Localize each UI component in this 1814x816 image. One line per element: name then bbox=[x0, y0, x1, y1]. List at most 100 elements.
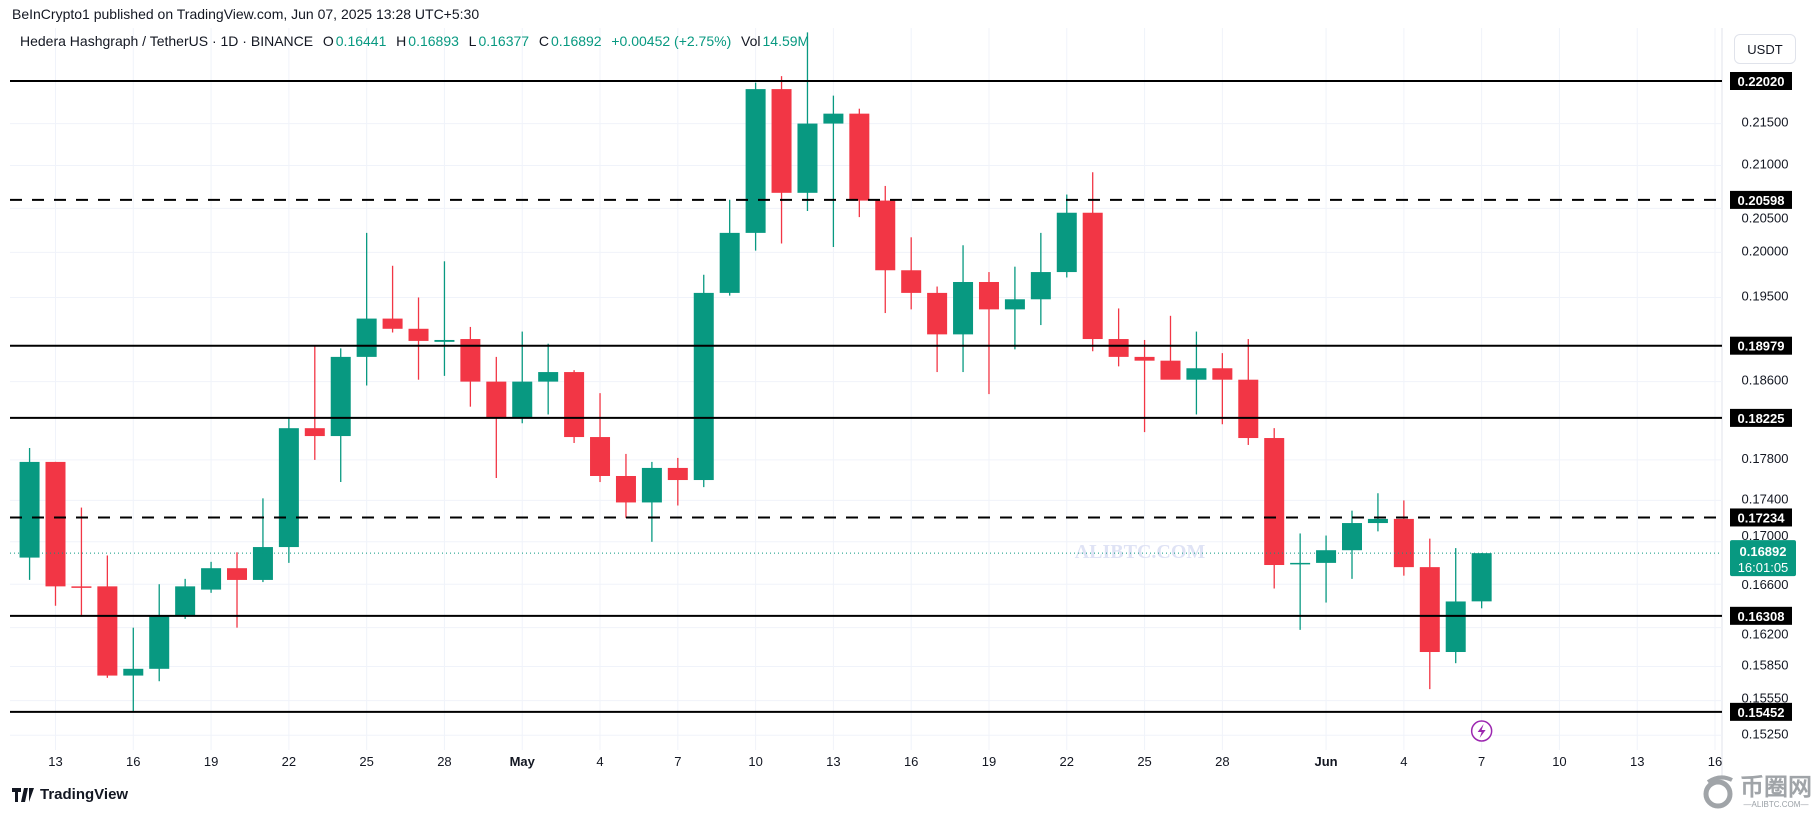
level-label: 0.18225 bbox=[1738, 411, 1785, 426]
high-value: 0.16893 bbox=[408, 33, 459, 49]
candle-bearish bbox=[1108, 339, 1129, 357]
level-label-bg bbox=[1730, 606, 1792, 625]
low-value: 0.16377 bbox=[478, 33, 530, 49]
currency-button[interactable]: USDT bbox=[1734, 34, 1796, 64]
candle-bearish bbox=[1238, 379, 1259, 439]
candle-bearish bbox=[849, 113, 870, 201]
candle-bullish bbox=[356, 318, 377, 357]
candle-bearish bbox=[97, 586, 118, 676]
countdown-timer: 16:01:05 bbox=[1738, 560, 1789, 575]
candle-bullish bbox=[149, 615, 170, 669]
level-label-bg bbox=[1730, 336, 1792, 355]
y-tick-label: 0.20000 bbox=[1742, 243, 1789, 258]
last-price-badge bbox=[1730, 540, 1796, 577]
x-tick-label: 25 bbox=[1137, 754, 1151, 769]
level-label: 0.15452 bbox=[1738, 705, 1785, 720]
candle-bearish bbox=[460, 339, 481, 382]
alibtc-cn: 币圈网 bbox=[1740, 773, 1812, 801]
candle-bearish bbox=[771, 89, 792, 193]
x-tick-label: 4 bbox=[1400, 754, 1407, 769]
candle-bearish bbox=[408, 328, 429, 341]
low-label: L bbox=[468, 33, 477, 49]
symbol-title[interactable]: Hedera Hashgraph / TetherUS · 1D · BINAN… bbox=[20, 33, 314, 49]
level-label: 0.18979 bbox=[1738, 339, 1785, 354]
candle-bullish bbox=[693, 292, 714, 481]
candle-bullish bbox=[1056, 212, 1077, 273]
lightning-glyph bbox=[1477, 724, 1486, 738]
candle-bullish bbox=[175, 586, 196, 616]
x-tick-label: 22 bbox=[282, 754, 296, 769]
candle-bearish bbox=[978, 281, 999, 310]
candle-bullish bbox=[797, 123, 818, 193]
x-tick-label: 19 bbox=[204, 754, 218, 769]
candle-bullish bbox=[1186, 368, 1207, 380]
candle-bearish bbox=[1082, 212, 1103, 340]
tradingview-logo[interactable]: TradingView bbox=[12, 786, 128, 803]
candle-bearish bbox=[564, 372, 585, 438]
volume-value: 14.59M bbox=[762, 33, 810, 49]
y-tick-label: 0.16200 bbox=[1742, 627, 1789, 642]
watermark: ALIBTC.COM bbox=[1075, 541, 1206, 563]
candle-bullish bbox=[330, 356, 351, 437]
candle-bearish bbox=[304, 428, 325, 437]
y-tick-label: 0.17800 bbox=[1742, 451, 1789, 466]
y-tick-label: 0.16600 bbox=[1742, 577, 1789, 592]
x-tick-label: 16 bbox=[126, 754, 140, 769]
x-tick-label: 10 bbox=[1552, 754, 1566, 769]
y-tick-label: 0.17400 bbox=[1742, 491, 1789, 506]
tradingview-label: TradingView bbox=[40, 786, 129, 803]
candle-bearish bbox=[1134, 356, 1155, 361]
high-label: H bbox=[396, 33, 407, 49]
x-tick-label: 16 bbox=[904, 754, 918, 769]
x-tick-label: 13 bbox=[826, 754, 840, 769]
level-label: 0.17234 bbox=[1738, 510, 1786, 525]
candle-bullish bbox=[1290, 562, 1311, 565]
open-value: 0.16441 bbox=[335, 33, 387, 49]
publisher-caption: BeInCrypto1 published on TradingView.com… bbox=[12, 6, 480, 22]
x-tick-label: Jun bbox=[1315, 754, 1338, 769]
candle-bullish bbox=[1030, 272, 1051, 300]
close-value: 0.16892 bbox=[550, 33, 602, 49]
x-tick-label: 28 bbox=[1215, 754, 1229, 769]
level-label: 0.16308 bbox=[1738, 609, 1785, 624]
level-label-bg bbox=[1730, 702, 1792, 721]
x-tick-label: May bbox=[510, 754, 536, 769]
level-label-bg bbox=[1730, 72, 1792, 90]
y-tick-label: 0.17000 bbox=[1742, 528, 1789, 543]
tradingview-icon bbox=[12, 787, 34, 802]
candle-bearish bbox=[667, 467, 688, 481]
candle-bullish bbox=[434, 339, 455, 342]
candle-bearish bbox=[615, 475, 636, 503]
alibtc-icon bbox=[1703, 775, 1733, 809]
candle-bullish bbox=[201, 568, 222, 590]
candle-bullish bbox=[1367, 518, 1388, 524]
x-tick-label: 7 bbox=[1478, 754, 1485, 769]
x-tick-label: 10 bbox=[748, 754, 762, 769]
candle-bearish bbox=[875, 200, 896, 271]
y-tick-label: 0.20500 bbox=[1742, 210, 1789, 225]
candle-bullish bbox=[278, 428, 299, 548]
candle-bearish bbox=[1212, 368, 1233, 380]
candle-bullish bbox=[252, 547, 273, 580]
level-label-bg bbox=[1730, 190, 1792, 209]
candle-bearish bbox=[227, 568, 248, 580]
level-label-bg bbox=[1730, 408, 1792, 427]
x-tick-label: 28 bbox=[437, 754, 451, 769]
x-tick-label: 4 bbox=[596, 754, 603, 769]
change-value: +0.00452 (+2.75%) bbox=[611, 33, 732, 49]
candle-bullish bbox=[823, 113, 844, 124]
symbol-legend: Hedera Hashgraph / TetherUS · 1D · BINAN… bbox=[20, 33, 811, 49]
candle-bullish bbox=[745, 89, 766, 233]
x-tick-label: 22 bbox=[1060, 754, 1074, 769]
candle-bearish bbox=[927, 292, 948, 335]
candle-bearish bbox=[1419, 567, 1440, 653]
candle-bullish bbox=[512, 381, 533, 419]
candle-bearish bbox=[1160, 360, 1181, 380]
x-tick-label: 13 bbox=[48, 754, 62, 769]
level-label: 0.20598 bbox=[1738, 193, 1785, 208]
candle-bullish bbox=[1004, 299, 1025, 310]
alibtc-logo: 币圈网 —ALIBTC.COM— bbox=[1700, 774, 1812, 810]
y-tick-label: 0.15550 bbox=[1742, 691, 1789, 706]
y-tick-label: 0.21000 bbox=[1742, 156, 1789, 171]
